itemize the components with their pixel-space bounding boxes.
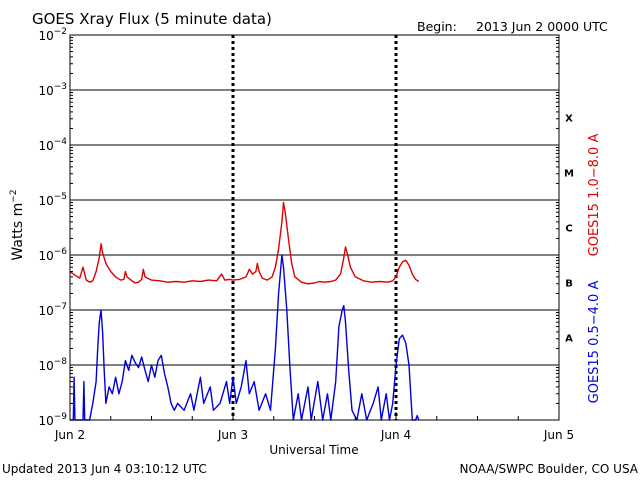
- y-tick-mantissa: 10: [38, 84, 53, 98]
- x-axis-ticks: Jun 2 Jun 3 Jun 4 Jun 5: [54, 412, 574, 442]
- y-tick-exponent: −3: [54, 82, 67, 92]
- y-axis-label-base: Watts m: [10, 203, 26, 261]
- y-tick-label: 10−7: [38, 302, 67, 318]
- y-tick-label: 10−5: [38, 192, 67, 208]
- updated-timestamp: Updated 2013 Jun 4 03:10:12 UTC: [2, 462, 207, 476]
- y-tick-exponent: −4: [54, 137, 68, 147]
- y-tick-exponent: −5: [54, 192, 67, 202]
- chart-title: GOES Xray Flux (5 minute data): [32, 10, 272, 28]
- y-tick-label: 10−9: [38, 412, 67, 428]
- begin-value: 2013 Jun 2 0000 UTC: [476, 19, 608, 34]
- credit-line: NOAA/SWPC Boulder, CO USA: [460, 462, 639, 476]
- x-tick-label: Jun 4: [380, 428, 411, 442]
- legend-long-channel: GOES15 1.0−8.0 A: [587, 134, 602, 257]
- y-tick-label: 10−8: [38, 357, 67, 373]
- y-tick-exponent: −8: [54, 357, 68, 367]
- y-tick-exponent: −2: [54, 27, 67, 37]
- y-tick-mantissa: 10: [38, 29, 53, 43]
- x-tick-label: Jun 3: [217, 428, 248, 442]
- y-tick-exponent: −6: [54, 247, 68, 257]
- y-axis-label: Watts m−2: [9, 189, 26, 260]
- legend-short-channel: GOES15 0.5−4.0 A: [587, 281, 602, 404]
- y-tick-mantissa: 10: [38, 249, 53, 263]
- y-axis-label-exp: −2: [9, 189, 19, 202]
- y-tick-mantissa: 10: [38, 359, 53, 373]
- y-tick-exponent: −7: [54, 302, 67, 312]
- y-tick-exponent: −9: [54, 412, 68, 422]
- x-axis-label: Universal Time: [269, 443, 358, 457]
- flare-class-label: C: [565, 224, 572, 235]
- y-tick-mantissa: 10: [38, 304, 53, 318]
- y-tick-label: 10−2: [38, 27, 67, 43]
- y-tick-mantissa: 10: [38, 414, 53, 428]
- series-layer: [69, 201, 420, 421]
- flare-class-label: X: [565, 114, 573, 125]
- flare-class-label: A: [565, 334, 573, 345]
- y-tick-label: 10−3: [38, 82, 67, 98]
- series-line-1: [70, 254, 420, 421]
- begin-label: Begin:: [417, 19, 457, 34]
- flare-class-label: M: [564, 169, 574, 180]
- x-tick-label: Jun 2: [54, 428, 85, 442]
- y-tick-label: 10−4: [38, 137, 67, 153]
- series-line-0: [69, 201, 420, 285]
- y-tick-mantissa: 10: [38, 139, 53, 153]
- y-tick-mantissa: 10: [38, 194, 53, 208]
- x-tick-label: Jun 5: [543, 428, 574, 442]
- flare-class-label: B: [565, 279, 573, 290]
- y-tick-label: 10−6: [38, 247, 67, 263]
- y-axis-ticks: 10−210−310−410−510−610−710−810−9: [38, 27, 559, 428]
- flare-class-labels: X M C B A: [564, 114, 574, 345]
